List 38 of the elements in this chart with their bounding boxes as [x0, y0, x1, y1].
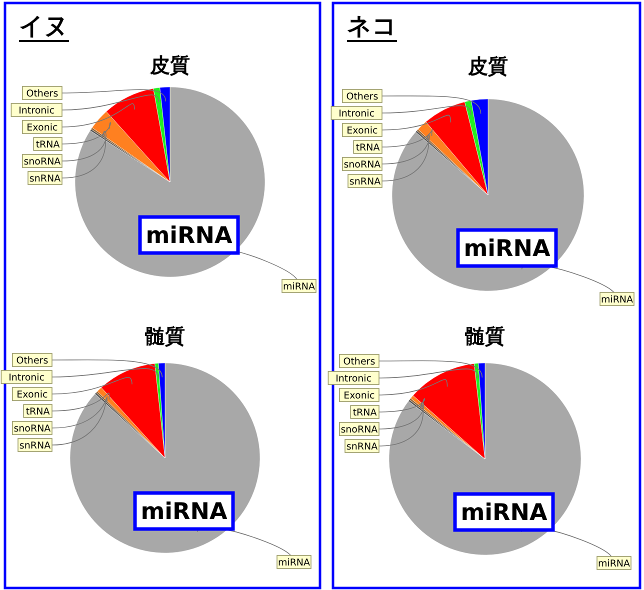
- text: miRNA: [464, 236, 551, 262]
- chart-title: 皮質: [467, 54, 508, 78]
- text: ネコ: [347, 12, 397, 40]
- slice-label: Intronic: [338, 108, 375, 120]
- slice-label: Exonic: [26, 122, 58, 134]
- slice-label: miRNA: [278, 558, 311, 568]
- chart-title: 髄質: [465, 324, 505, 348]
- slice-label: Intronic: [18, 106, 55, 116]
- slice-label: snoRNA: [24, 156, 62, 168]
- slice-label: Others: [343, 356, 376, 368]
- slice-label: Intronic: [8, 372, 45, 384]
- slice-label: snRNA: [29, 174, 62, 184]
- slice-label: miRNA: [600, 294, 634, 306]
- slice-label: Intronic: [336, 374, 372, 384]
- text: miRNA: [146, 223, 233, 249]
- slice-label: miRNA: [282, 282, 316, 292]
- chart-title: 皮質: [149, 53, 190, 77]
- slice-label: tRNA: [26, 406, 50, 418]
- text: miRNA: [460, 500, 548, 526]
- slice-label: snoRNA: [344, 160, 382, 170]
- slice-label: tRNA: [352, 408, 378, 418]
- slice-label: Exonic: [16, 390, 48, 400]
- chart-title: 髄質: [145, 324, 185, 348]
- slice-label: miRNA: [598, 558, 631, 570]
- slice-label: Exonic: [344, 390, 375, 402]
- slice-label: tRNA: [36, 140, 60, 150]
- slice-label: Exonic: [346, 126, 378, 136]
- text: イヌ: [19, 12, 69, 40]
- text: miRNA: [140, 499, 228, 525]
- slice-label: snRNA: [349, 176, 382, 188]
- slice-label: snoRNA: [340, 424, 378, 436]
- slice-label: snoRNA: [14, 424, 52, 434]
- slice-label: snRNA: [346, 442, 378, 452]
- slice-label: Others: [16, 356, 48, 366]
- slice-label: Others: [346, 92, 378, 102]
- slice-label: snRNA: [19, 440, 52, 452]
- slice-label: Others: [26, 88, 58, 100]
- slice-label: tRNA: [356, 142, 380, 154]
